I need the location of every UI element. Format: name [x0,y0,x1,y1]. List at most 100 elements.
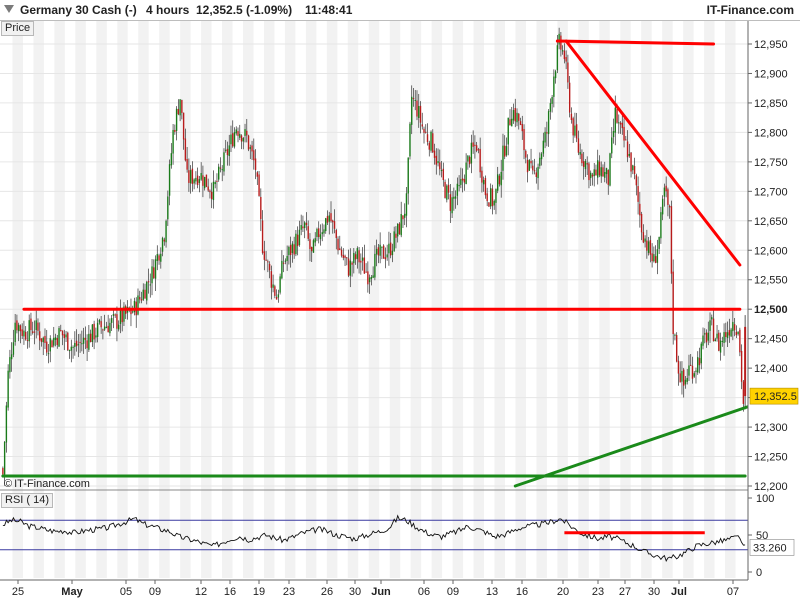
candle-down [237,131,239,136]
candle-up [218,166,220,180]
candle-up [674,334,676,336]
candle-up [175,108,178,131]
candle-down [60,330,62,332]
last-change: 12,352.5 (-1.09%) [196,3,293,17]
candle-up [137,295,139,315]
candle-up [590,172,592,179]
candle-up [554,71,557,79]
candle-up [489,188,492,207]
candle-up [96,322,99,337]
rsi-current-marker [749,539,795,556]
candle-down [253,150,255,161]
candle-up [189,170,192,184]
credit-text: IT-Finance.com [14,478,90,490]
candle-down [232,133,234,147]
candle-down [591,174,594,177]
candle-up [458,185,460,187]
candle-up [9,357,11,373]
time-tick-label: 23 [592,586,604,598]
rsi-panel-label[interactable]: RSI ( 14) [1,493,54,508]
dropdown-triangle-icon[interactable] [4,5,14,13]
candle-up [528,160,530,171]
candle-down [616,109,618,123]
candle-down [563,50,566,60]
candle-up [319,234,322,240]
candle-up [375,248,378,255]
candle-down [344,255,346,258]
candle-up [714,339,716,342]
price-tick-label: 12,550 [754,275,788,287]
time-tick-label: 07 [727,586,739,598]
candle-down [586,163,588,165]
candle-down [382,245,385,259]
candle-down [519,121,522,125]
chart-header: Germany 30 Cash (-) 4 hours 12,352.5 (-1… [0,0,800,21]
candle-down [623,126,625,141]
time-stripe [347,21,359,578]
price-panel-label[interactable]: Price [1,21,35,36]
candle-up [454,196,457,199]
candle-up [281,260,283,279]
candle-down [742,381,745,404]
candle-down [639,203,641,216]
candle-up [409,123,411,157]
candle-down [2,468,4,475]
candle-down [51,340,53,348]
candle-up [105,326,108,328]
candle-up [279,276,281,293]
candle-up [684,379,687,385]
candle-down [210,191,213,200]
candle-up [58,328,60,347]
candle-down [384,257,387,260]
candle-down [177,108,180,115]
time-stripe [599,21,610,578]
candle-up [239,133,241,138]
candle-down [61,330,64,336]
rsi-tick-label: 100 [756,493,774,505]
time-stripe [515,21,526,578]
candle-down [665,185,667,192]
candle-up [618,122,620,124]
candle-up [156,254,158,261]
candle-down [184,138,187,161]
candle-up [212,181,215,201]
candle-down [332,220,334,223]
candle-down [346,257,348,259]
candle-down [705,332,708,343]
candle-down [270,271,273,288]
candle-up [542,140,545,154]
candle-down [216,180,218,182]
candle-down [630,152,632,172]
candle-down [260,196,262,220]
candle-down [635,175,638,186]
candle-down [181,100,183,113]
candle-up [119,309,122,324]
time-stripe [452,21,464,578]
time-tick-label: 09 [447,586,459,598]
candle-down [619,122,622,125]
candle-up [321,232,323,235]
candle-down [144,289,146,299]
candle-up [737,331,739,335]
candle-up [661,198,664,215]
candle-down [581,153,583,164]
time-stripe [641,21,652,578]
candle-down [728,330,731,336]
candle-down [595,169,597,176]
candle-down [163,239,166,242]
trendline-rising [513,405,748,488]
price-gridlines [0,43,748,487]
candle-up [103,326,106,330]
candle-down [311,246,313,252]
candle-up [440,170,443,172]
candle-down [690,364,692,366]
candle-up [72,346,74,348]
candle-down [442,168,445,181]
candle-up [221,169,223,171]
candle-up [170,153,173,166]
candle-down [367,271,369,285]
candle-up [167,196,169,220]
timeframe[interactable]: 4 hours [146,3,190,17]
candle-down [358,250,360,263]
candle-down [24,331,27,340]
